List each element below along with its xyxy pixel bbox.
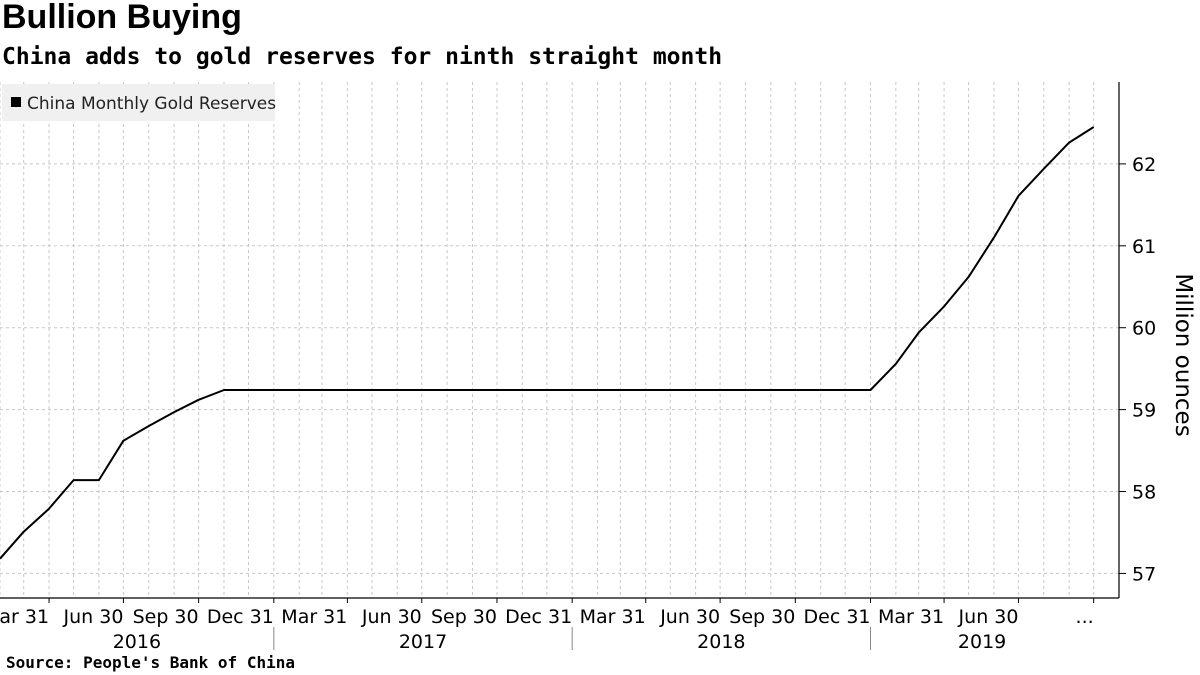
x-year-label: 2016: [113, 631, 161, 653]
series: [0, 126, 1095, 560]
legend-label: China Monthly Gold Reserves: [27, 94, 276, 114]
series-line-china-gold-reserves: [0, 126, 1095, 560]
x-tick-label: Jun 30: [361, 606, 422, 628]
grid: [0, 82, 1119, 598]
x-tick-label: Dec 31: [207, 606, 274, 628]
y-tick-label: 57: [1132, 563, 1156, 585]
legend-box: [2, 84, 275, 121]
x-tick-label: Mar 31: [580, 606, 646, 628]
x-tick-label: Dec 31: [505, 606, 572, 628]
y-tick-label: 58: [1132, 482, 1156, 504]
axes: 57 58 59 60 61 62 Mar 31 Jun 30 Sep 30 Dec 31 Mar …: [0, 82, 1156, 653]
x-tick-label: Jun 30: [63, 606, 124, 628]
x-tick-label: Sep 30: [133, 606, 199, 628]
y-tick-label: 62: [1132, 154, 1156, 176]
x-tick-label: Mar 31: [0, 606, 49, 628]
source-note: Source: People's Bank of China: [6, 653, 295, 672]
y-tick-label: 60: [1132, 318, 1156, 340]
x-tick-label: Mar 31: [281, 606, 347, 628]
x-year-label: 2017: [399, 631, 447, 653]
chart-title: Bullion Buying: [2, 0, 242, 36]
x-tick-label: Dec 31: [804, 606, 871, 628]
y-tick-label: 61: [1132, 236, 1156, 258]
x-tick-label: Mar 31: [878, 606, 944, 628]
x-year-label: 2019: [958, 631, 1006, 653]
x-tick-label: Jun 30: [659, 606, 720, 628]
legend-swatch: [11, 97, 21, 107]
x-tick-label: ...: [1076, 606, 1094, 628]
x-tick-label: Sep 30: [729, 606, 795, 628]
y-axis-label: Million ounces: [1170, 273, 1196, 436]
x-year-label: 2018: [697, 631, 745, 653]
chart-subtitle: China adds to gold reserves for ninth st…: [2, 44, 723, 70]
x-tick-label: Sep 30: [431, 606, 497, 628]
y-tick-label: 59: [1132, 400, 1156, 422]
x-tick-label: Jun 30: [958, 606, 1019, 628]
